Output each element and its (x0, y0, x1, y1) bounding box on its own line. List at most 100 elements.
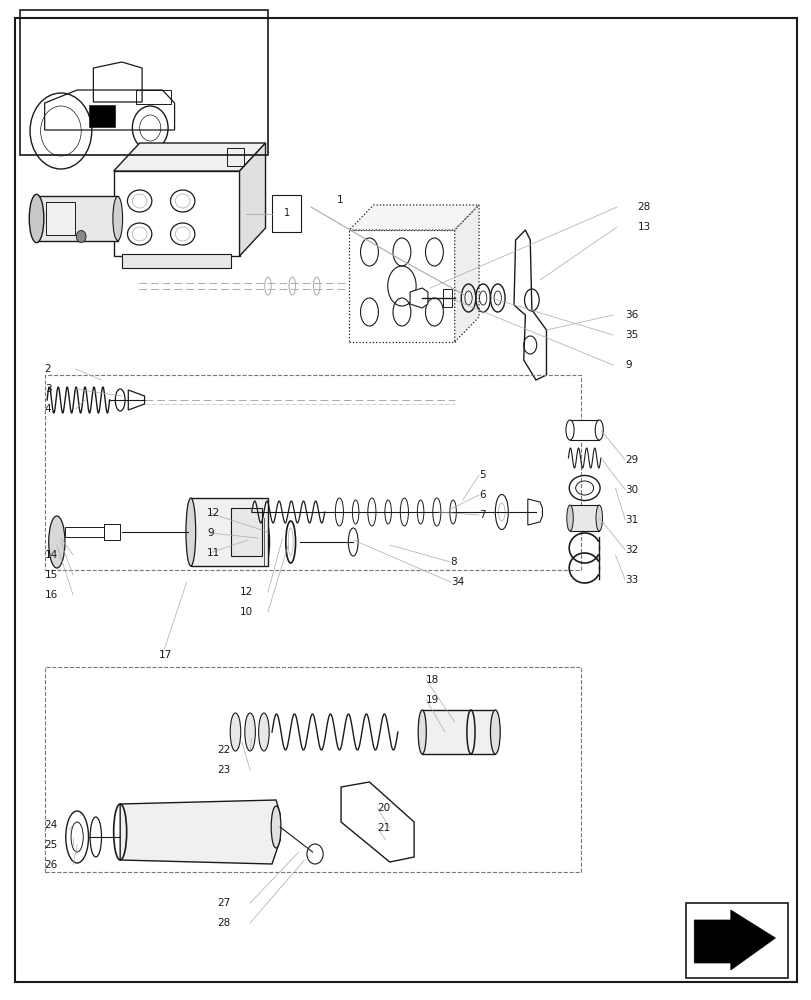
Bar (569, 420, 599, 440)
Ellipse shape (352, 500, 358, 524)
Text: 34: 34 (450, 577, 463, 587)
Text: 36: 36 (624, 310, 637, 320)
Ellipse shape (566, 505, 573, 531)
Text: 28: 28 (637, 202, 650, 212)
Text: 6: 6 (478, 490, 485, 500)
Polygon shape (349, 230, 454, 342)
Ellipse shape (595, 505, 602, 531)
Bar (45, 667, 580, 872)
Ellipse shape (594, 420, 603, 440)
Polygon shape (454, 205, 478, 342)
Polygon shape (513, 230, 546, 380)
Text: 25: 25 (45, 840, 58, 850)
Text: 15: 15 (45, 570, 58, 580)
Text: 31: 31 (624, 515, 637, 525)
Ellipse shape (49, 516, 65, 568)
Text: 33: 33 (624, 575, 637, 585)
Bar (191, 498, 268, 566)
Text: 24: 24 (45, 820, 58, 830)
Text: 16: 16 (45, 590, 58, 600)
Ellipse shape (335, 498, 343, 526)
Text: 32: 32 (624, 545, 637, 555)
Text: 10: 10 (239, 607, 252, 617)
Text: 11: 11 (207, 548, 220, 558)
Ellipse shape (367, 498, 375, 526)
Text: 29: 29 (624, 455, 637, 465)
Bar (442, 289, 452, 307)
Bar (104, 524, 120, 540)
Text: 35: 35 (624, 330, 637, 340)
Text: 27: 27 (217, 898, 230, 908)
Bar (231, 508, 262, 556)
Text: 12: 12 (207, 508, 220, 518)
Polygon shape (693, 910, 775, 970)
Ellipse shape (565, 420, 573, 440)
Ellipse shape (66, 811, 88, 863)
Polygon shape (341, 782, 414, 862)
Polygon shape (349, 205, 478, 230)
Text: 4: 4 (45, 404, 51, 414)
Ellipse shape (432, 498, 440, 526)
Text: 1: 1 (283, 209, 290, 219)
Text: 9: 9 (207, 528, 213, 538)
Ellipse shape (418, 710, 426, 754)
Ellipse shape (348, 528, 358, 556)
Ellipse shape (449, 500, 456, 524)
Polygon shape (239, 143, 265, 256)
Ellipse shape (29, 194, 44, 243)
Bar (122, 254, 231, 268)
Text: 17: 17 (158, 650, 171, 660)
Text: 1: 1 (337, 195, 343, 205)
Text: 18: 18 (426, 675, 439, 685)
Bar (45, 375, 580, 570)
Ellipse shape (490, 710, 500, 754)
Bar (136, 90, 170, 104)
Text: 30: 30 (624, 485, 637, 495)
Bar (89, 105, 115, 127)
Text: 21: 21 (377, 823, 390, 833)
Ellipse shape (271, 806, 281, 848)
Text: 8: 8 (450, 557, 457, 567)
Bar (227, 148, 243, 166)
Bar (20, 10, 268, 155)
Polygon shape (410, 288, 427, 308)
Ellipse shape (230, 713, 240, 751)
Text: 3: 3 (45, 384, 51, 394)
Circle shape (307, 844, 323, 864)
Ellipse shape (258, 713, 268, 751)
Bar (65, 527, 104, 537)
Bar (36, 196, 118, 240)
Text: 5: 5 (478, 470, 485, 480)
Text: 22: 22 (217, 745, 230, 755)
Text: 26: 26 (45, 860, 58, 870)
Text: 23: 23 (217, 765, 230, 775)
Text: 12: 12 (239, 587, 252, 597)
Ellipse shape (115, 389, 125, 411)
Polygon shape (114, 171, 239, 256)
Text: 28: 28 (217, 918, 230, 928)
Text: 14: 14 (45, 550, 58, 560)
Bar (422, 710, 495, 754)
Ellipse shape (113, 196, 122, 240)
Bar (569, 505, 599, 531)
Text: 13: 13 (637, 222, 650, 232)
Ellipse shape (400, 498, 408, 526)
Bar (685, 903, 787, 978)
Polygon shape (128, 390, 144, 410)
Ellipse shape (495, 494, 508, 530)
Bar (46, 202, 75, 235)
Circle shape (76, 231, 86, 242)
Text: 19: 19 (426, 695, 439, 705)
Ellipse shape (384, 500, 391, 524)
Text: 9: 9 (624, 360, 631, 370)
Polygon shape (114, 143, 265, 171)
Ellipse shape (245, 713, 255, 751)
Polygon shape (527, 499, 542, 525)
Text: 2: 2 (45, 364, 51, 374)
Ellipse shape (417, 500, 423, 524)
Bar (272, 196, 301, 232)
Ellipse shape (258, 518, 269, 566)
Text: 20: 20 (377, 803, 390, 813)
Ellipse shape (186, 498, 195, 566)
Text: 7: 7 (478, 510, 485, 520)
